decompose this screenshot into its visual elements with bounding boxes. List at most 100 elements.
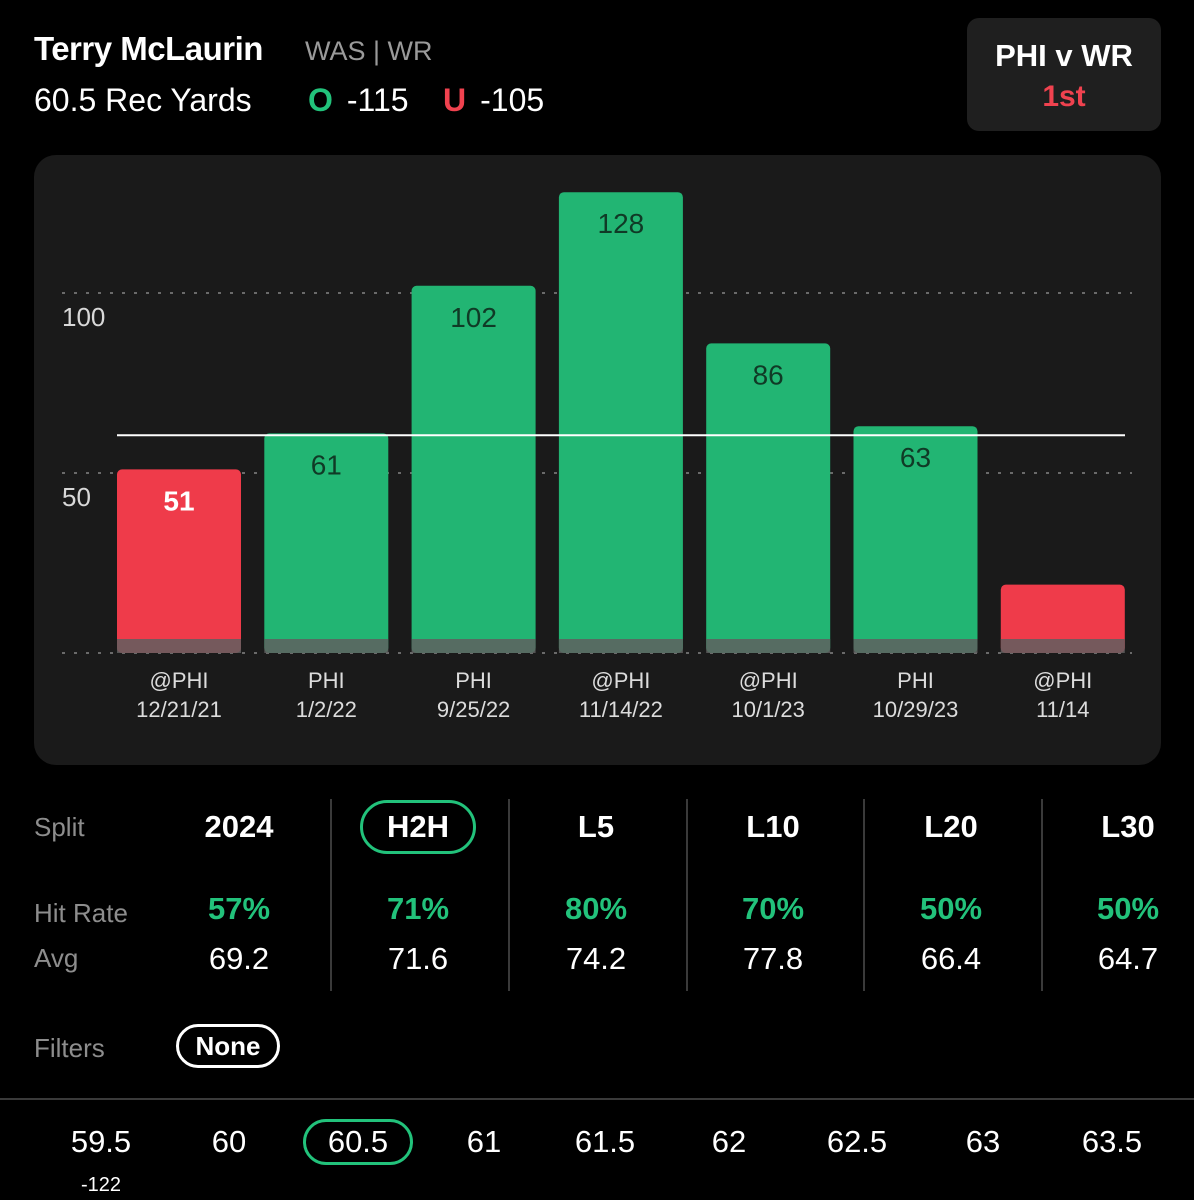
alt-line-value: 59.5 xyxy=(70,1124,132,1159)
split-tab-label[interactable]: 2024 xyxy=(204,809,274,844)
x-tick-date: 12/21/21 xyxy=(136,697,222,722)
bar-base-band xyxy=(706,639,831,653)
divider xyxy=(0,1098,1194,1100)
alt-lines-row[interactable]: 59.5 -122 60 60.5 61 61.5 62 62.5 63 63.5 xyxy=(0,1110,1194,1200)
split-column-l5[interactable]: L5 80% 74.2 xyxy=(516,795,676,990)
player-team-position: WAS | WR xyxy=(305,36,433,66)
alt-line-value: 60 xyxy=(211,1124,247,1159)
avg-value: 69.2 xyxy=(208,941,270,976)
split-column-l30[interactable]: L30 50% 64.7 xyxy=(1048,795,1194,990)
avg-row-label: Avg xyxy=(34,943,79,973)
hit-rate-value: 57% xyxy=(207,891,271,926)
hit-rate-value: 50% xyxy=(919,891,983,926)
split-row-label: Split xyxy=(34,812,85,842)
selected-split-pill[interactable]: H2H xyxy=(359,800,476,854)
game-log-chart: 50 100 51 @PHI 12/21/21 61 PHI 1/2/22 102 PHI 9/25… xyxy=(34,155,1161,765)
bar-value-label: 86 xyxy=(753,359,784,390)
splits-section: Split Hit Rate Avg 2024 57% 69.2 H2H 71% 71.6… xyxy=(0,795,1194,995)
split-column-l10[interactable]: L10 70% 77.8 xyxy=(693,795,853,990)
alt-line-option[interactable]: 61 xyxy=(414,1124,554,1160)
split-column-l20[interactable]: L20 50% 66.4 xyxy=(871,795,1031,990)
bar xyxy=(853,426,978,653)
split-tab-label[interactable]: L30 xyxy=(1101,809,1155,844)
alt-line-value: 62.5 xyxy=(826,1124,888,1159)
bar-base-band xyxy=(411,639,536,653)
x-tick-date: 1/2/22 xyxy=(296,697,357,722)
alt-line-odds: -122 xyxy=(80,1174,122,1196)
bar-base-band xyxy=(558,639,683,653)
filter-none-button[interactable]: None xyxy=(176,1024,280,1068)
x-tick-date: 11/14/22 xyxy=(579,697,663,722)
filters-label: Filters xyxy=(34,1033,105,1063)
alt-line-option[interactable]: 63.5 xyxy=(1042,1124,1182,1160)
bar xyxy=(558,192,683,653)
x-tick-opponent: PHI xyxy=(897,668,934,693)
avg-value: 66.4 xyxy=(920,941,982,976)
split-column-divider xyxy=(330,799,332,991)
split-column-divider xyxy=(1041,799,1043,991)
alt-line-option[interactable]: 59.5 -122 xyxy=(31,1124,171,1196)
bar-base-band xyxy=(853,639,978,653)
bar xyxy=(706,343,831,653)
split-tab-label[interactable]: H2H xyxy=(338,800,498,854)
alt-line-value: 60.5 xyxy=(302,1119,414,1165)
y-tick-label: 100 xyxy=(62,302,105,332)
x-tick-opponent: @PHI xyxy=(591,668,650,693)
alt-line-value: 61.5 xyxy=(574,1124,636,1159)
matchup-title: PHI v WR xyxy=(995,38,1133,73)
alt-line-option[interactable]: 60.5 xyxy=(288,1119,428,1165)
split-column-divider xyxy=(508,799,510,991)
hit-rate-value: 80% xyxy=(564,891,628,926)
x-tick-opponent: PHI xyxy=(308,668,345,693)
hit-rate-row-label: Hit Rate xyxy=(34,898,128,928)
y-tick-label: 50 xyxy=(62,482,91,512)
x-tick-opponent: @PHI xyxy=(739,668,798,693)
bar-base-band xyxy=(264,639,389,653)
player-name: Terry McLaurin xyxy=(34,30,263,67)
alt-line-option[interactable]: 62.5 xyxy=(787,1124,927,1160)
alt-line-option[interactable]: 63 xyxy=(913,1124,1053,1160)
bar-value-label: 128 xyxy=(598,208,645,239)
bar xyxy=(411,285,536,653)
bar-value-label: 102 xyxy=(450,302,497,333)
split-column-divider xyxy=(686,799,688,991)
alt-line-option[interactable]: 61.5 xyxy=(535,1124,675,1160)
under-odds[interactable]: U -105 xyxy=(443,82,544,119)
bar xyxy=(264,433,389,653)
alt-line-option[interactable]: 62 xyxy=(659,1124,799,1160)
under-odds-value: -105 xyxy=(480,82,545,118)
x-tick-opponent: PHI xyxy=(455,668,492,693)
bar-base-band xyxy=(1000,639,1125,653)
x-tick-opponent: @PHI xyxy=(1033,668,1092,693)
bar-value-label: 63 xyxy=(900,442,931,473)
split-column-2024[interactable]: 2024 57% 69.2 xyxy=(159,795,319,990)
split-column-h2h[interactable]: H2H 71% 71.6 xyxy=(338,795,498,990)
split-column-divider xyxy=(863,799,865,991)
bar-value-label: 61 xyxy=(311,449,342,480)
hit-rate-value: 50% xyxy=(1096,891,1160,926)
alt-line-value: 62 xyxy=(711,1124,747,1159)
avg-value: 74.2 xyxy=(565,941,627,976)
x-tick-date: 9/25/22 xyxy=(437,697,510,722)
bar-base-band xyxy=(117,639,241,653)
bar xyxy=(117,469,241,653)
bar xyxy=(1000,584,1125,653)
alt-line-value: 63 xyxy=(965,1124,1001,1159)
hit-rate-value: 71% xyxy=(386,891,450,926)
under-symbol: U xyxy=(443,82,467,118)
x-tick-date: 10/1/23 xyxy=(731,697,804,722)
over-odds[interactable]: O -115 xyxy=(308,82,409,119)
alt-line-value: 63.5 xyxy=(1081,1124,1143,1159)
split-tab-label[interactable]: L5 xyxy=(577,809,615,844)
x-tick-opponent: @PHI xyxy=(149,668,208,693)
bar-value-label: 51 xyxy=(163,485,194,516)
split-tab-label[interactable]: L10 xyxy=(746,809,800,844)
split-tab-label[interactable]: L20 xyxy=(924,809,978,844)
x-tick-date: 11/14 xyxy=(1036,697,1089,722)
matchup-card[interactable]: PHI v WR 1st xyxy=(967,18,1161,131)
matchup-rank: 1st xyxy=(1042,80,1086,113)
alt-line-value: 61 xyxy=(466,1124,502,1159)
prop-line: 60.5 Rec Yards xyxy=(34,82,252,118)
alt-line-option[interactable]: 60 xyxy=(159,1124,299,1160)
avg-value: 77.8 xyxy=(742,941,804,976)
